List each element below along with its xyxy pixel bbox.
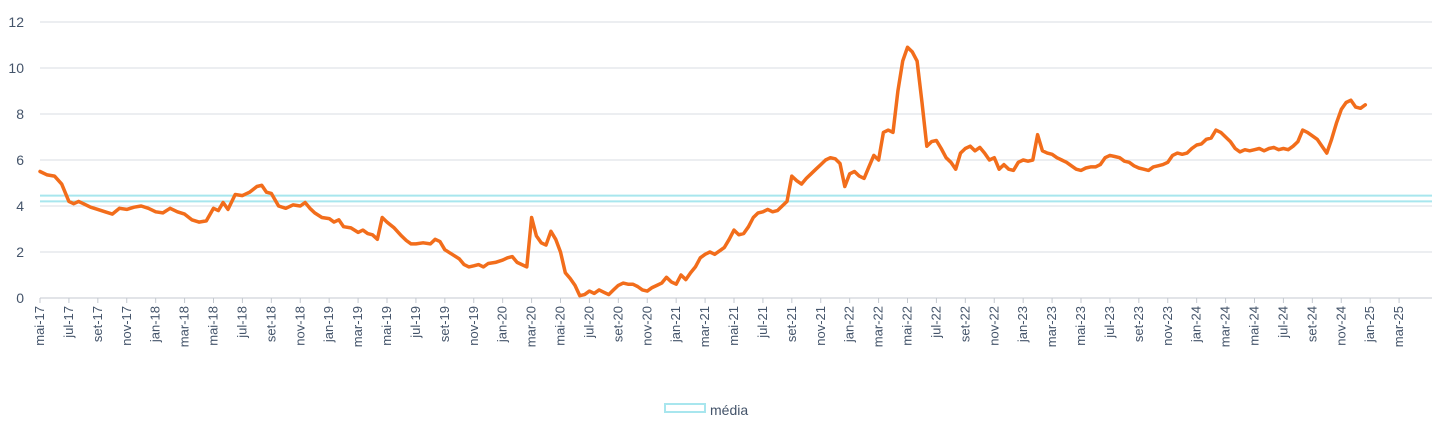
series-line <box>38 45 1368 298</box>
x-tick-label: jul-17 <box>61 306 76 339</box>
y-tick-label: 6 <box>16 152 24 168</box>
y-tick-label: 10 <box>8 60 24 76</box>
x-tick-label: mar-20 <box>524 306 539 347</box>
x-tick-label: mai-22 <box>900 306 915 346</box>
x-tick-label: jan-24 <box>1189 306 1204 343</box>
x-tick-label: mar-21 <box>697 306 712 347</box>
x-tick-label: set-21 <box>784 306 799 342</box>
x-tick-label: mai-19 <box>379 306 394 346</box>
x-tick-label: nov-22 <box>986 306 1001 346</box>
x-tick-label: mar-24 <box>1218 306 1233 347</box>
x-tick-label: nov-24 <box>1333 306 1348 346</box>
gridlines <box>40 21 1432 299</box>
y-tick-label: 0 <box>16 290 24 306</box>
y-tick-label: 2 <box>16 244 24 260</box>
y-tick-label: 4 <box>16 198 24 214</box>
x-tick-label: mar-19 <box>350 306 365 347</box>
x-tick-label: mai-23 <box>1073 306 1088 346</box>
x-tick-label: jul-20 <box>581 306 596 339</box>
x-tick-label: nov-19 <box>466 306 481 346</box>
x-tick-label: jan-18 <box>148 306 163 343</box>
x-tick-label: set-17 <box>90 306 105 342</box>
x-tick-label: mar-25 <box>1391 306 1406 347</box>
x-tick-label: jan-20 <box>495 306 510 343</box>
x-tick-label: set-22 <box>957 306 972 342</box>
x-tick-label: jul-23 <box>1102 306 1117 339</box>
x-tick-label: mar-23 <box>1044 306 1059 347</box>
x-tick-label: jul-18 <box>234 306 249 339</box>
legend-swatch-media <box>664 403 706 413</box>
x-tick-label: set-19 <box>437 306 452 342</box>
y-tick-label: 12 <box>8 14 24 30</box>
x-tick-label: jan-21 <box>668 306 683 343</box>
x-tick-label: nov-17 <box>119 306 134 346</box>
x-tick-label: set-18 <box>263 306 278 342</box>
x-axis: mai-17 jul-17 set-17 nov-17 jan-18 mar-18 mai-… <box>32 297 1432 347</box>
x-tick-label: nov-18 <box>292 306 307 346</box>
x-tick-label: jul-21 <box>755 306 770 339</box>
x-tick-label: jul-19 <box>408 306 423 339</box>
x-tick-label: nov-20 <box>639 306 654 346</box>
x-tick-label: nov-21 <box>813 306 828 346</box>
x-tick-label: set-23 <box>1131 306 1146 342</box>
x-tick-label: jan-19 <box>321 306 336 343</box>
legend: média <box>664 402 748 418</box>
x-tick-label: mai-21 <box>726 306 741 346</box>
y-axis-ticks: 0 2 4 6 8 10 12 <box>8 14 24 306</box>
x-tick-label: mai-17 <box>32 306 47 346</box>
x-tick-label: mai-18 <box>206 306 221 346</box>
x-tick-label: jan-25 <box>1362 306 1377 343</box>
legend-label-media: média <box>710 402 748 418</box>
x-tick-label: jan-23 <box>1015 306 1030 343</box>
series-lines <box>38 45 1368 298</box>
x-tick-label: set-20 <box>610 306 625 342</box>
x-tick-label: jul-24 <box>1275 306 1290 339</box>
x-tick-label: set-24 <box>1304 306 1319 342</box>
x-tick-label: mar-18 <box>177 306 192 347</box>
x-tick-label: jan-22 <box>842 306 857 343</box>
x-tick-label: mai-24 <box>1247 306 1262 346</box>
x-tick-label: nov-23 <box>1160 306 1175 346</box>
x-tick-label: mar-22 <box>871 306 886 347</box>
media-band <box>40 194 1432 203</box>
x-tick-label: mai-20 <box>553 306 568 346</box>
x-tick-label: jul-22 <box>928 306 943 339</box>
y-tick-label: 8 <box>16 106 24 122</box>
